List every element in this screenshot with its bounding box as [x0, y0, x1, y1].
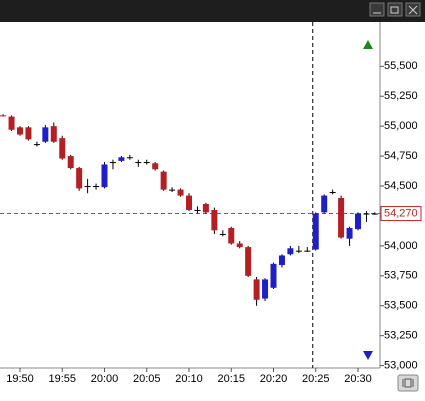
x-tick-label: 20:00	[91, 373, 119, 385]
candle-body	[363, 213, 370, 215]
candle-body	[76, 168, 83, 189]
candle-body	[295, 250, 302, 252]
x-tick-label: 20:30	[344, 373, 372, 385]
candle-body	[8, 116, 15, 130]
candle-body	[245, 247, 252, 276]
y-tick-label: 53,500	[384, 300, 418, 312]
candle-body	[50, 126, 57, 142]
candle-body	[160, 171, 167, 190]
candle-body	[346, 227, 353, 239]
y-tick-label: 54,000	[384, 240, 418, 252]
y-tick-label: 54,500	[384, 180, 418, 192]
last-price-label: 54,270	[384, 207, 418, 219]
x-tick-label: 20:20	[260, 373, 288, 385]
x-tick-label: 20:15	[217, 373, 245, 385]
candle-body	[93, 186, 100, 188]
candle-body	[304, 250, 311, 252]
candle-body	[219, 233, 226, 235]
candle-body	[17, 127, 23, 135]
candle-body	[25, 127, 32, 140]
candle-body	[278, 255, 285, 266]
candle-body	[202, 203, 209, 213]
y-tick-label: 55,250	[384, 90, 418, 102]
candle-body	[67, 156, 74, 169]
restore-button[interactable]	[387, 2, 403, 17]
scroll-down-arrow[interactable]	[363, 351, 373, 360]
y-tick-label: 54,750	[384, 150, 418, 162]
restore-icon	[390, 6, 399, 14]
y-tick-label: 55,500	[384, 60, 418, 72]
minimize-button[interactable]	[369, 2, 385, 17]
y-tick-label: 55,000	[384, 120, 418, 132]
candle-body	[0, 115, 7, 117]
x-tick-label: 20:25	[302, 373, 330, 385]
candle-body	[118, 157, 125, 161]
x-tick-label: 20:05	[133, 373, 161, 385]
candle-body	[59, 138, 66, 159]
x-tick-label: 19:50	[6, 373, 34, 385]
candle-body	[135, 162, 142, 164]
candle-body	[371, 213, 378, 215]
candle-body	[355, 213, 361, 230]
title-bar	[0, 0, 425, 22]
candle-body	[262, 279, 269, 299]
settings-icon	[402, 378, 414, 388]
y-tick-label: 53,000	[384, 360, 418, 372]
candle-body	[253, 279, 260, 300]
scroll-up-arrow[interactable]	[363, 40, 373, 49]
candle-body	[194, 209, 201, 211]
candle-body	[338, 197, 345, 238]
candle-body	[211, 209, 218, 231]
x-tick-label: 20:10	[175, 373, 203, 385]
candle-body	[42, 127, 49, 142]
candle-body	[33, 144, 40, 146]
candle-body	[152, 163, 159, 170]
x-tick-label: 19:55	[48, 373, 76, 385]
candle-body	[169, 189, 176, 191]
candle-body	[228, 227, 235, 244]
settings-button[interactable]	[397, 374, 419, 392]
candle-body	[312, 213, 319, 250]
y-tick-label: 53,250	[384, 330, 418, 342]
candle-body	[186, 195, 192, 210]
y-tick-label: 53,750	[384, 270, 418, 282]
last-price-box	[380, 206, 422, 222]
candle-body	[109, 162, 116, 164]
close-icon	[408, 5, 418, 15]
candle-body	[143, 162, 150, 164]
candle-body	[321, 195, 328, 213]
candle-body	[177, 189, 184, 196]
candle-body	[329, 192, 336, 194]
candle-body	[101, 164, 108, 188]
candle-body	[270, 263, 277, 288]
candle-body	[126, 157, 133, 159]
candle-body	[84, 186, 91, 188]
candle-body	[236, 243, 243, 248]
candle-body	[287, 248, 294, 255]
